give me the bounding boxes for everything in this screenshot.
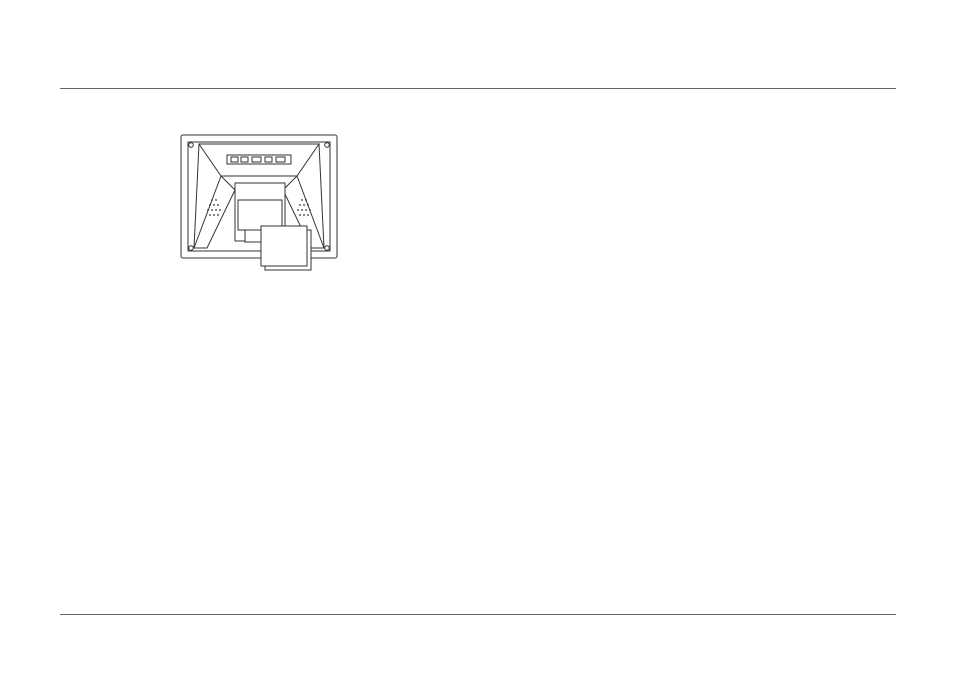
bottom-rule bbox=[60, 614, 896, 615]
device-rear-svg bbox=[179, 132, 341, 272]
device-rear-diagram bbox=[179, 132, 341, 272]
top-rule bbox=[60, 88, 896, 89]
page bbox=[0, 0, 954, 685]
